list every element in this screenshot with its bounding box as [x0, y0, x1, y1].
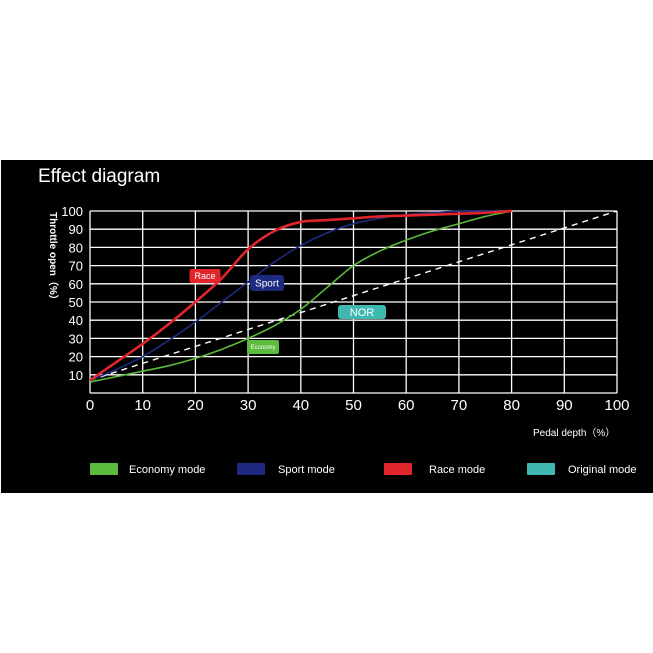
x-tick-label: 10: [134, 397, 151, 414]
series-line-economy-mode: [89, 210, 512, 383]
y-tick-label: 10: [69, 368, 83, 383]
legend-item-sport-mode: Sport mode: [237, 463, 335, 476]
y-tick-labels: 10 20 30 40 50 60 70 80 90 100: [61, 204, 83, 383]
series-line-sport-mode: [89, 210, 512, 381]
x-tick-label: 20: [187, 397, 204, 414]
legend-swatch: [90, 463, 118, 475]
x-axis-label: Pedal depth（%）: [533, 427, 615, 439]
x-tick-labels: 0 10 20 30 40 50 60 70 80 90 100: [86, 397, 630, 414]
y-tick-label: 40: [69, 313, 83, 328]
series-tag-nor: NOR: [338, 305, 386, 319]
legend-item-original-mode: Original mode: [527, 463, 636, 476]
series-lines: [89, 209, 618, 383]
x-tick-label: 30: [240, 397, 257, 414]
legend-swatch: [237, 463, 265, 475]
y-tick-label: 20: [69, 350, 83, 365]
x-tick-label: 40: [292, 397, 309, 414]
series-tag-label: Economy: [250, 345, 275, 351]
series-tag-background: [189, 269, 221, 283]
y-tick-label: 100: [61, 204, 83, 219]
x-tick-label: 60: [398, 397, 415, 414]
grid-lines: [89, 210, 618, 394]
series-tag-label: Race: [194, 271, 215, 281]
y-axis-label: Throttle open（%）: [47, 212, 60, 305]
y-tick-label: 70: [69, 259, 83, 274]
y-tick-label: 80: [69, 240, 83, 255]
legend: Economy mode Sport mode Race mode Original …: [90, 463, 636, 476]
legend-item-economy-mode: Economy mode: [90, 463, 205, 476]
series-tag-label: NOR: [350, 307, 375, 319]
series-tag-background: [338, 305, 386, 319]
series-line-race-mode: [89, 209, 512, 382]
series-tag-label: Sport: [255, 279, 279, 290]
x-tick-label: 80: [503, 397, 520, 414]
legend-item-race-mode: Race mode: [384, 463, 485, 476]
series-tag-background: [247, 340, 279, 354]
x-tick-label: 50: [345, 397, 362, 414]
legend-label: Original mode: [568, 464, 636, 476]
legend-swatch: [384, 463, 412, 475]
series-tag-race: Race: [189, 269, 221, 283]
legend-swatch: [527, 463, 555, 475]
x-tick-label: 70: [451, 397, 468, 414]
series-tag-economy: Economy: [247, 340, 279, 354]
y-tick-label: 50: [69, 295, 83, 310]
legend-label: Economy mode: [129, 464, 205, 476]
legend-label: Race mode: [429, 464, 485, 476]
y-tick-label: 30: [69, 331, 83, 346]
legend-label: Sport mode: [278, 464, 335, 476]
x-tick-label: 0: [86, 397, 94, 414]
y-tick-label: 90: [69, 222, 83, 237]
chart-panel: [1, 160, 653, 493]
x-tick-label: 100: [604, 397, 629, 414]
x-tick-label: 90: [556, 397, 573, 414]
series-tags: Economy Sport Race NOR: [189, 269, 386, 354]
chart-title: Effect diagram: [38, 166, 161, 187]
series-tag-sport: Sport: [250, 275, 284, 291]
y-tick-label: 60: [69, 277, 83, 292]
series-tag-background: [250, 275, 284, 291]
series-line-original-mode: [89, 210, 618, 381]
